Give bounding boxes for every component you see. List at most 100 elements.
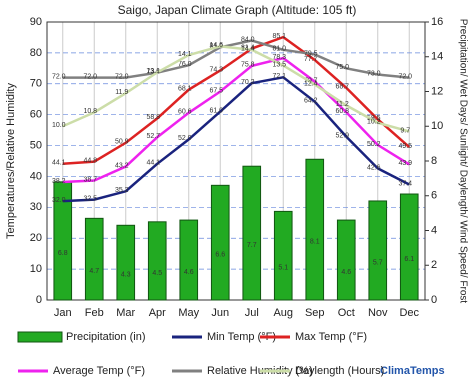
data-label: 32.5: [83, 195, 97, 202]
data-label: 75.0: [335, 64, 349, 71]
y-tick-label: 0: [36, 294, 42, 306]
bar: [179, 219, 199, 301]
y-tick-label: 60: [30, 109, 42, 121]
y-tick-label: 20: [30, 232, 42, 244]
data-label: 4.5: [152, 270, 162, 277]
line: [62, 56, 410, 184]
data-label: 42.6: [367, 164, 381, 171]
data-label: 70.2: [241, 79, 255, 86]
x-tick-label: Nov: [368, 307, 388, 319]
data-label: 60.6: [178, 109, 192, 116]
bar: [84, 217, 104, 301]
y-tick-label: 80: [30, 47, 42, 59]
data-label: 77.7: [304, 56, 318, 63]
y2-tick-label: 0: [431, 294, 437, 306]
data-label: 61.0: [209, 107, 223, 114]
y-tick-label: 30: [30, 201, 42, 213]
bar: [399, 193, 419, 301]
data-label: 38.7: [83, 176, 97, 183]
data-label: 72.0: [115, 73, 129, 80]
legend-label: Relative Humidity (%): [207, 365, 313, 377]
bar: [305, 158, 325, 301]
data-label: 35.2: [115, 187, 129, 194]
y-axis-title: Temperatures/Relative Humidity: [5, 83, 17, 239]
y2-tick-label: 8: [431, 155, 437, 167]
data-label: 13.1: [146, 68, 160, 75]
data-label: 73.0: [367, 70, 381, 77]
x-tick-label: Mar: [116, 307, 135, 319]
data-label: 79.5: [304, 50, 318, 57]
data-label: 85.1: [272, 33, 286, 40]
x-tick-label: Apr: [149, 307, 166, 319]
data-label: 50.9: [115, 139, 129, 146]
data-label: 6.1: [404, 256, 414, 263]
x-tick-label: Jan: [54, 307, 72, 319]
legend-label: Precipitation (in): [66, 331, 145, 343]
data-label: 68.1: [178, 85, 192, 92]
data-label: 58.5: [367, 115, 381, 122]
data-label: 43.9: [398, 160, 412, 167]
data-label: 38.2: [52, 178, 66, 185]
x-tick-label: Jul: [245, 307, 259, 319]
y2-axis-title: Precipitation/ Wet Days/ Sunlight/ Dayle…: [457, 19, 468, 304]
data-label: 75.8: [241, 62, 255, 69]
data-label: 11.9: [115, 89, 128, 96]
x-tick-label: Aug: [273, 307, 293, 319]
data-label: 14.4: [241, 46, 255, 53]
data-label: 58.8: [146, 114, 160, 121]
data-label: 4.7: [89, 268, 99, 275]
data-label: 12.4: [304, 80, 318, 87]
data-label: 72.1: [272, 73, 286, 80]
x-tick-label: Feb: [85, 307, 104, 319]
y2-tick-label: 4: [431, 224, 437, 236]
data-label: 10.2: [367, 119, 381, 126]
line: [62, 75, 410, 203]
line: [62, 35, 411, 166]
x-tick-label: Oct: [338, 307, 355, 319]
data-label: 4.6: [341, 269, 351, 276]
legend-swatch: [17, 331, 63, 343]
data-label: 44.1: [52, 160, 66, 167]
data-label: 52.7: [146, 133, 160, 140]
y2-tick-label: 16: [431, 16, 443, 28]
legend-label: Min Temp (°F): [207, 331, 276, 343]
y-tick-label: 70: [30, 78, 42, 90]
data-label: 81.4: [241, 44, 255, 51]
plot-frame: [46, 21, 426, 301]
bar: [336, 219, 356, 301]
bar: [242, 165, 262, 301]
data-label: 78.3: [272, 54, 286, 61]
data-label: 5.1: [278, 265, 288, 272]
data-label: 84.0: [241, 36, 255, 43]
data-label: 4.6: [184, 269, 194, 276]
bar: [116, 224, 136, 301]
data-label: 44.8: [83, 157, 97, 164]
bar: [273, 210, 293, 301]
data-label: 14.1: [178, 51, 192, 58]
watermark: ClimaTemps: [380, 365, 445, 377]
y-tick-label: 90: [30, 16, 42, 28]
x-tick-label: May: [178, 307, 199, 319]
data-label: 11.2: [336, 101, 349, 108]
data-label: 37.4: [398, 180, 412, 187]
y2-tick-label: 10: [431, 120, 443, 132]
bar: [368, 200, 388, 301]
legend-label: Daylength (Hours): [295, 365, 384, 377]
legend-label: Max Temp (°F): [295, 331, 367, 343]
x-tick-label: Sep: [305, 307, 325, 319]
data-label: 6.8: [58, 250, 68, 257]
data-label: 5.7: [373, 259, 383, 266]
y-tick-label: 40: [30, 170, 42, 182]
y2-tick-label: 14: [431, 51, 443, 63]
data-label: 43.2: [115, 162, 129, 169]
data-label: 72.0: [398, 73, 412, 80]
y2-tick-label: 2: [431, 259, 437, 271]
data-label: 49.5: [398, 143, 412, 150]
data-label: 13.5: [272, 61, 286, 68]
bar: [147, 221, 167, 301]
line: [62, 39, 410, 79]
data-label: 52.0: [178, 135, 192, 142]
data-label: 7.7: [247, 242, 257, 249]
